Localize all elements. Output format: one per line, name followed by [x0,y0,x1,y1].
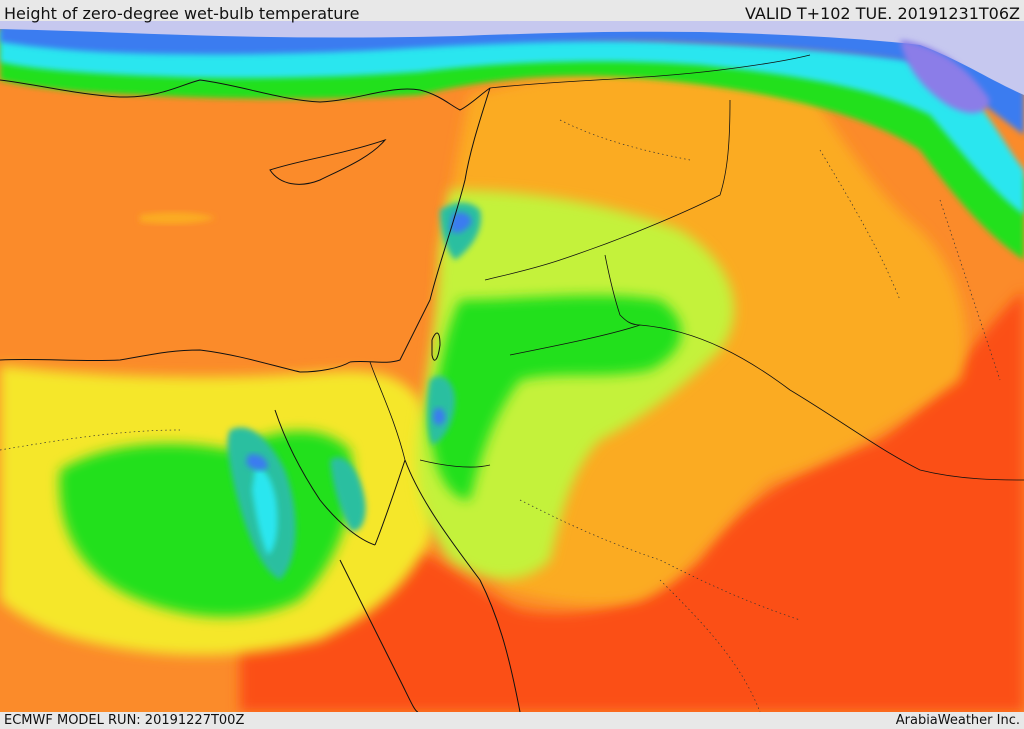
zone-yellow-green [416,190,735,579]
header-bar: Height of zero-degree wet-bulb temperatu… [0,0,1024,23]
coastline-egypt [0,349,351,373]
coastline-turkey [0,79,491,111]
zone-purple-turkey [900,40,990,114]
valid-time: VALID T+102 TUE. 20191231T06Z [744,4,1020,23]
zone-lavender-north [0,21,1024,95]
coastlines [0,79,521,712]
coastline-gulf-of-aqaba [374,459,406,546]
zone-green-central [430,295,682,500]
border-jordan-iraq [604,254,641,326]
zone-blue-jordan [433,408,446,426]
coastline-gulf-of-suez [274,409,376,546]
zone-teal-negev [330,457,366,531]
coastline-cyprus [269,138,387,185]
footer-bar: ECMWF MODEL RUN: 20191227T00Z ArabiaWeat… [0,712,1024,729]
border-syria-iraq [484,99,731,281]
zone-red-south [240,290,1024,712]
weather-map[interactable] [0,21,1024,712]
borders [369,54,1024,481]
zone-blue-sinai [246,454,268,471]
zone-cyan-sinai [252,469,278,555]
zone-green-north [0,30,1024,260]
coastline-levant [349,87,491,363]
province-lines [0,119,1001,712]
province-line-1 [0,429,181,451]
coastline-red-sea-east [404,459,521,712]
coastline-dead-sea [431,332,441,361]
zone-blue-north [0,21,1024,135]
zone-cyan-north [0,30,1024,215]
model-run: ECMWF MODEL RUN: 20191227T00Z [4,713,245,728]
coastline-red-sea-west [339,559,419,712]
credit: ArabiaWeather Inc. [895,713,1020,728]
border-jordan-saudi [509,324,1024,481]
border-syria-turkey [489,54,811,89]
province-line-5 [939,199,1001,381]
map-title: Height of zero-degree wet-bulb temperatu… [4,4,360,23]
zone-med-streak [140,212,215,225]
province-line-4 [819,149,901,301]
map-panel[interactable] [0,21,1024,712]
zone-blue-lebanon [450,212,472,233]
province-line-2 [519,499,801,621]
province-line-6 [559,119,691,161]
border-saudi-jordan-south [419,459,491,468]
border-egypt-israel [369,361,406,461]
